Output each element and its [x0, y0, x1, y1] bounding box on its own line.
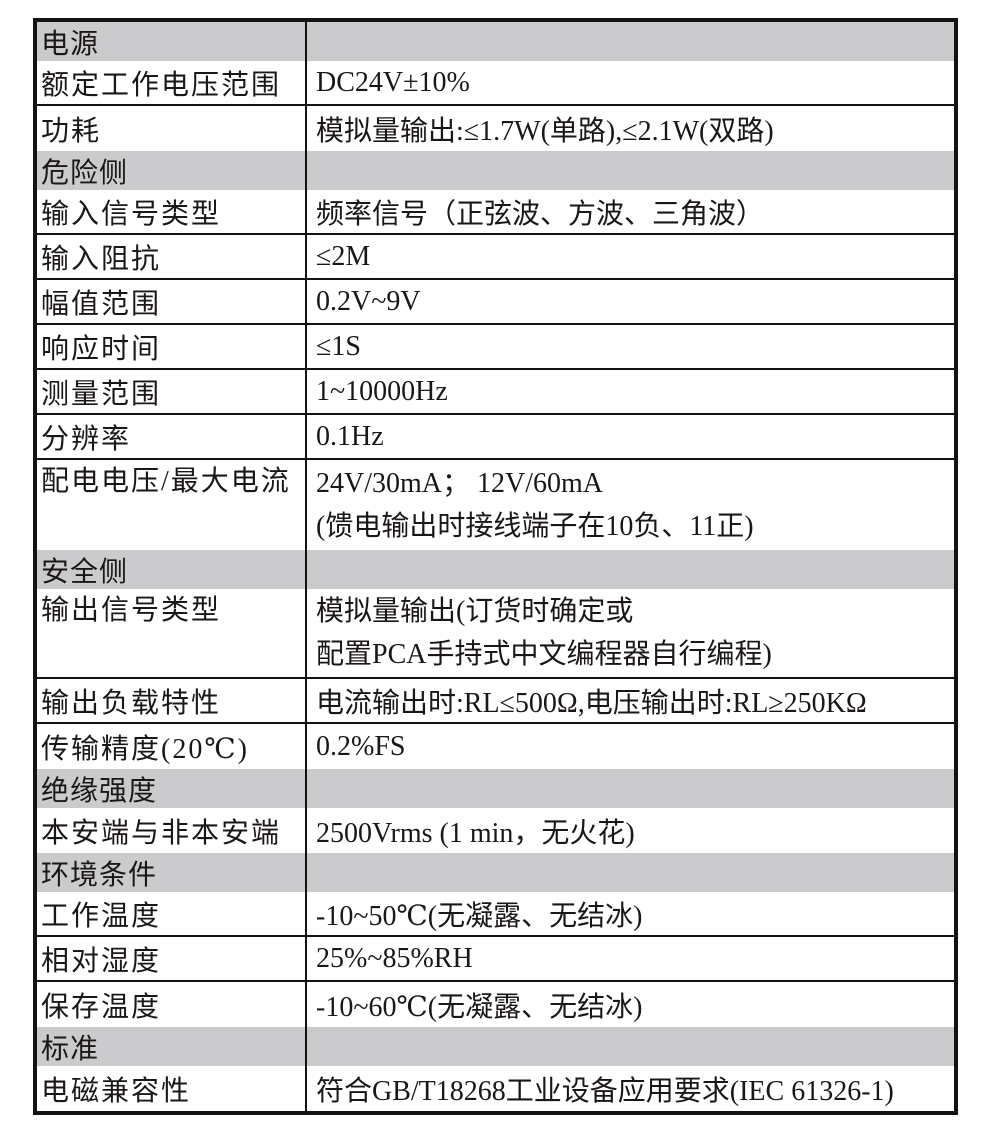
spec-label: 相对湿度: [41, 945, 162, 977]
spec-value: 0.2%FS: [316, 730, 406, 762]
section-title: 安全侧: [41, 556, 129, 588]
spec-label: 配电电压/最大电流: [41, 466, 291, 497]
section-header-row: 危险侧: [37, 151, 954, 190]
spec-row: 配电电压/最大电流 24V/30mA； 12V/60mA (馈电输出时接线端子在10…: [37, 460, 954, 550]
spec-table-body: 电源额定工作电压范围 DC24V±10% 功耗 模拟量输出:≤1.7W(单路),≤2.…: [37, 22, 954, 1111]
spec-value: 电流输出时:RL≤500Ω,电压输出时:RL≥250KΩ: [316, 687, 867, 719]
spec-value-line: 配置PCA手持式中文编程器自行编程): [316, 639, 772, 670]
spec-value: 25%~85%RH: [316, 942, 473, 974]
spec-label: 保存温度: [41, 991, 162, 1023]
section-header-row: 安全侧: [37, 550, 954, 589]
spec-value-line: 模拟量输出(订货时确定或: [316, 596, 634, 627]
spec-row: 响应时间 ≤1S: [37, 325, 954, 370]
spec-value-line: 24V/30mA； 12V/60mA: [316, 468, 604, 499]
spec-value: 符合GB/T18268工业设备应用要求(IEC 61326-1): [316, 1075, 894, 1107]
spec-label: 输入信号类型: [41, 198, 222, 230]
spec-label: 响应时间: [41, 333, 162, 365]
spec-row: 保存温度 -10~60℃(无凝露、无结冰): [37, 982, 954, 1027]
spec-label: 传输精度(20℃): [41, 733, 249, 765]
spec-label: 本安端与非本安端: [41, 817, 282, 849]
spec-value: ≤1S: [316, 330, 361, 362]
section-header-row: 标准: [37, 1027, 954, 1066]
spec-row: 输入阻抗 ≤2M: [37, 235, 954, 280]
spec-value: -10~50℃(无凝露、无结冰): [316, 900, 643, 932]
spec-row: 本安端与非本安端 2500Vrms (1 min，无火花): [37, 808, 954, 853]
spec-label: 功耗: [41, 115, 102, 147]
spec-row: 测量范围 1~10000Hz: [37, 370, 954, 415]
section-title: 危险侧: [41, 157, 129, 189]
spec-value: ≤2M: [316, 240, 371, 272]
section-title: 绝缘强度: [41, 775, 158, 807]
section-header-row: 绝缘强度: [37, 769, 954, 808]
spec-label: 电磁兼容性: [41, 1075, 192, 1107]
spec-row: 额定工作电压范围 DC24V±10%: [37, 61, 954, 106]
spec-label: 测量范围: [41, 378, 162, 410]
spec-label: 输入阻抗: [41, 243, 162, 275]
column-divider-line: [305, 22, 307, 1111]
spec-row: 功耗 模拟量输出:≤1.7W(单路),≤2.1W(双路): [37, 106, 954, 151]
spec-value: 模拟量输出(订货时确定或配置PCA手持式中文编程器自行编程): [305, 589, 954, 677]
spec-value: 模拟量输出:≤1.7W(单路),≤2.1W(双路): [316, 115, 774, 147]
spec-row: 相对湿度 25%~85%RH: [37, 937, 954, 982]
spec-value: DC24V±10%: [316, 66, 470, 98]
spec-label: 分辨率: [41, 423, 132, 455]
spec-value: 频率信号（正弦波、方波、三角波）: [316, 198, 765, 230]
spec-label: 额定工作电压范围: [41, 69, 282, 101]
spec-label: 幅值范围: [41, 288, 162, 320]
spec-value: 0.2V~9V: [316, 285, 421, 317]
spec-row: 分辨率 0.1Hz: [37, 415, 954, 460]
spec-row: 工作温度 -10~50℃(无凝露、无结冰): [37, 892, 954, 937]
spec-value: 0.1Hz: [316, 420, 384, 452]
spec-row: 输出负载特性 电流输出时:RL≤500Ω,电压输出时:RL≥250KΩ: [37, 679, 954, 724]
spec-row: 输出信号类型 模拟量输出(订货时确定或配置PCA手持式中文编程器自行编程): [37, 589, 954, 679]
section-header-row: 电源: [37, 22, 954, 61]
spec-value: -10~60℃(无凝露、无结冰): [316, 991, 643, 1023]
spec-row: 电磁兼容性 符合GB/T18268工业设备应用要求(IEC 61326-1): [37, 1066, 954, 1111]
section-title: 电源: [41, 28, 100, 60]
spec-label: 工作温度: [41, 900, 162, 932]
spec-label: 输出信号类型: [41, 595, 222, 626]
spec-table: 电源额定工作电压范围 DC24V±10% 功耗 模拟量输出:≤1.7W(单路),≤2.…: [33, 18, 958, 1115]
section-title: 标准: [41, 1033, 100, 1065]
spec-value: 1~10000Hz: [316, 375, 448, 407]
spec-value-line: (馈电输出时接线端子在10负、11正): [316, 511, 754, 542]
section-header-row: 环境条件: [37, 853, 954, 892]
spec-value: 24V/30mA； 12V/60mA (馈电输出时接线端子在10负、11正): [305, 460, 954, 550]
spec-label: 输出负载特性: [41, 687, 222, 719]
section-title: 环境条件: [41, 859, 158, 891]
spec-row: 输入信号类型 频率信号（正弦波、方波、三角波）: [37, 190, 954, 235]
spec-row: 幅值范围 0.2V~9V: [37, 280, 954, 325]
spec-row: 传输精度(20℃) 0.2%FS: [37, 724, 954, 769]
spec-value: 2500Vrms (1 min，无火花): [316, 817, 635, 849]
